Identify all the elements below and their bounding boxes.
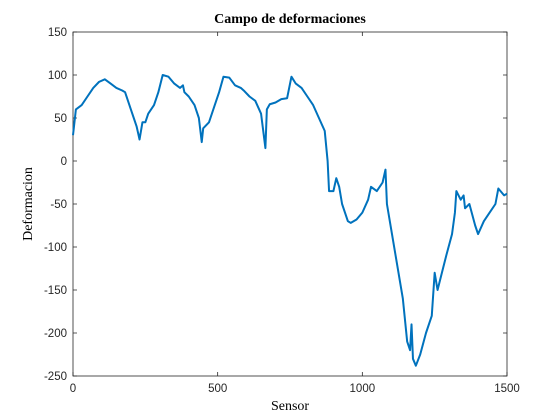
y-tick-label: 100 bbox=[48, 70, 67, 82]
y-tick-label: -150 bbox=[44, 285, 67, 297]
chart-title: Campo de deformaciones bbox=[214, 12, 366, 27]
x-tick-label: 1500 bbox=[494, 383, 520, 395]
y-axis-label: Deformacion bbox=[21, 167, 36, 241]
y-tick-label: -50 bbox=[50, 199, 67, 211]
x-tick-label: 0 bbox=[70, 383, 76, 395]
y-tick-label: 50 bbox=[54, 113, 67, 125]
y-tick-label: 150 bbox=[48, 27, 67, 39]
x-axis-label: Sensor bbox=[271, 399, 309, 414]
data-line bbox=[72, 74, 508, 367]
plot-area bbox=[72, 31, 508, 377]
y-tick-label: 0 bbox=[61, 156, 67, 168]
x-tick-label: 500 bbox=[208, 383, 227, 395]
y-tick-label: -250 bbox=[44, 371, 67, 383]
y-tick-label: -200 bbox=[44, 328, 67, 340]
y-tick-label: -100 bbox=[44, 242, 67, 254]
x-tick-label: 1000 bbox=[350, 383, 376, 395]
